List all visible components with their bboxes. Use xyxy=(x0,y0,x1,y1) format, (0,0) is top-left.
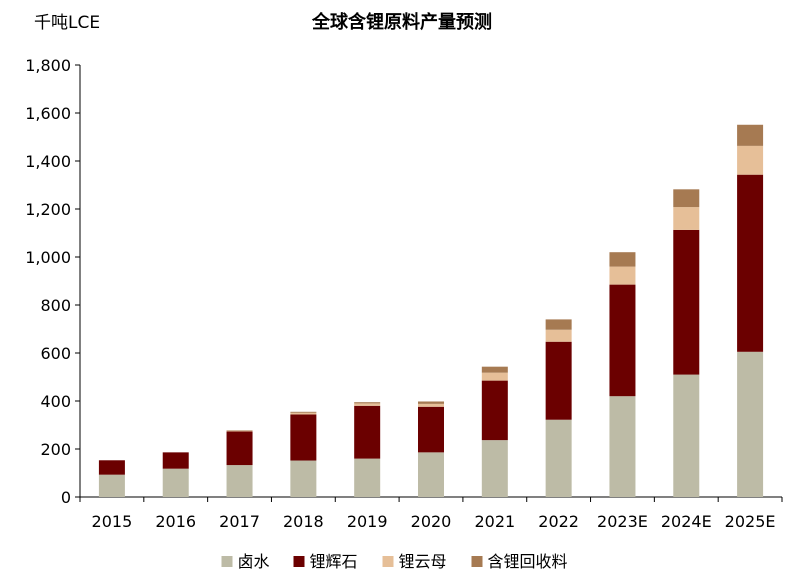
legend-swatch xyxy=(471,556,483,567)
bar-segment-锂辉石 xyxy=(354,405,381,459)
bar-segment-卤水 xyxy=(545,419,572,497)
bar-segment-锂辉石 xyxy=(418,406,444,453)
x-tick-label: 2021 xyxy=(474,512,515,531)
bar-segment-卤水 xyxy=(226,465,253,497)
legend-label: 卤水 xyxy=(238,552,270,571)
legend-swatch xyxy=(382,556,394,567)
x-tick-label: 2015 xyxy=(92,512,133,531)
bar-segment-含锂回收料 xyxy=(609,252,636,267)
bar-segment-锂云母 xyxy=(673,207,700,230)
x-tick-label: 2025E xyxy=(725,512,776,531)
bar-segment-锂云母 xyxy=(737,145,764,175)
bar-segment-锂辉石 xyxy=(162,452,189,469)
bar-segment-锂辉石 xyxy=(226,431,253,466)
bar-segment-含锂回收料 xyxy=(354,402,381,404)
bar-segment-锂辉石 xyxy=(545,341,572,420)
legend-label: 锂云母 xyxy=(399,552,447,571)
x-tick-label: 2016 xyxy=(155,512,196,531)
y-tick-label: 1,200 xyxy=(25,200,71,219)
bar-segment-锂云母 xyxy=(609,266,636,285)
y-tick-label: 600 xyxy=(40,344,71,363)
bar-segment-含锂回收料 xyxy=(673,189,700,208)
bar-segment-锂辉石 xyxy=(673,229,700,375)
y-tick-label: 0 xyxy=(61,488,71,507)
bar-segment-锂云母 xyxy=(545,329,572,342)
y-tick-label: 1,000 xyxy=(25,248,71,267)
bar-segment-含锂回收料 xyxy=(545,319,572,330)
bar-segment-卤水 xyxy=(418,452,444,497)
x-tick-label: 2023E xyxy=(597,512,648,531)
bar-segment-锂云母 xyxy=(481,372,508,381)
y-tick-label: 400 xyxy=(40,392,71,411)
legend-label: 锂辉石 xyxy=(310,552,358,571)
y-axis-unit-label: 千吨LCE xyxy=(34,13,101,33)
bar-segment-锂辉石 xyxy=(290,414,317,461)
x-tick-label: 2017 xyxy=(219,512,260,531)
y-tick-label: 1,400 xyxy=(25,152,71,171)
bar-segment-锂辉石 xyxy=(737,174,764,352)
x-tick-label: 2020 xyxy=(411,512,452,531)
bar-segment-锂云母 xyxy=(290,412,317,415)
x-tick-label: 2022 xyxy=(538,512,579,531)
bar-segment-卤水 xyxy=(481,440,508,497)
bar-segment-卤水 xyxy=(609,396,636,497)
legend-label: 含锂回收料 xyxy=(488,552,568,571)
bar-segment-含锂回收料 xyxy=(290,411,317,413)
bar-segment-含锂回收料 xyxy=(418,401,444,404)
bar-segment-锂云母 xyxy=(418,403,444,407)
bar-segment-锂辉石 xyxy=(609,284,636,397)
bar-segment-卤水 xyxy=(354,458,381,497)
legend-swatch xyxy=(221,556,233,567)
legend-swatch xyxy=(293,556,305,567)
bar-segment-卤水 xyxy=(162,468,189,497)
bar-segment-卤水 xyxy=(98,474,125,497)
x-tick-label: 2024E xyxy=(661,512,712,531)
x-tick-label: 2018 xyxy=(283,512,324,531)
bar-segment-锂辉石 xyxy=(481,380,508,441)
y-tick-label: 200 xyxy=(40,440,71,459)
bar-segment-锂云母 xyxy=(354,403,381,406)
y-tick-label: 1,600 xyxy=(25,104,71,123)
bar-segment-锂辉石 xyxy=(98,460,125,475)
y-tick-label: 800 xyxy=(40,296,71,315)
bar-segment-卤水 xyxy=(290,460,317,497)
bar-segment-卤水 xyxy=(737,351,764,497)
chart-title: 全球含锂原料产量预测 xyxy=(312,12,492,33)
bar-segment-卤水 xyxy=(673,374,700,497)
x-tick-label: 2019 xyxy=(347,512,388,531)
bar-segment-锂云母 xyxy=(226,430,253,432)
y-tick-label: 1,800 xyxy=(25,56,71,75)
bar-segment-含锂回收料 xyxy=(481,366,508,373)
bar-segment-含锂回收料 xyxy=(737,124,764,146)
